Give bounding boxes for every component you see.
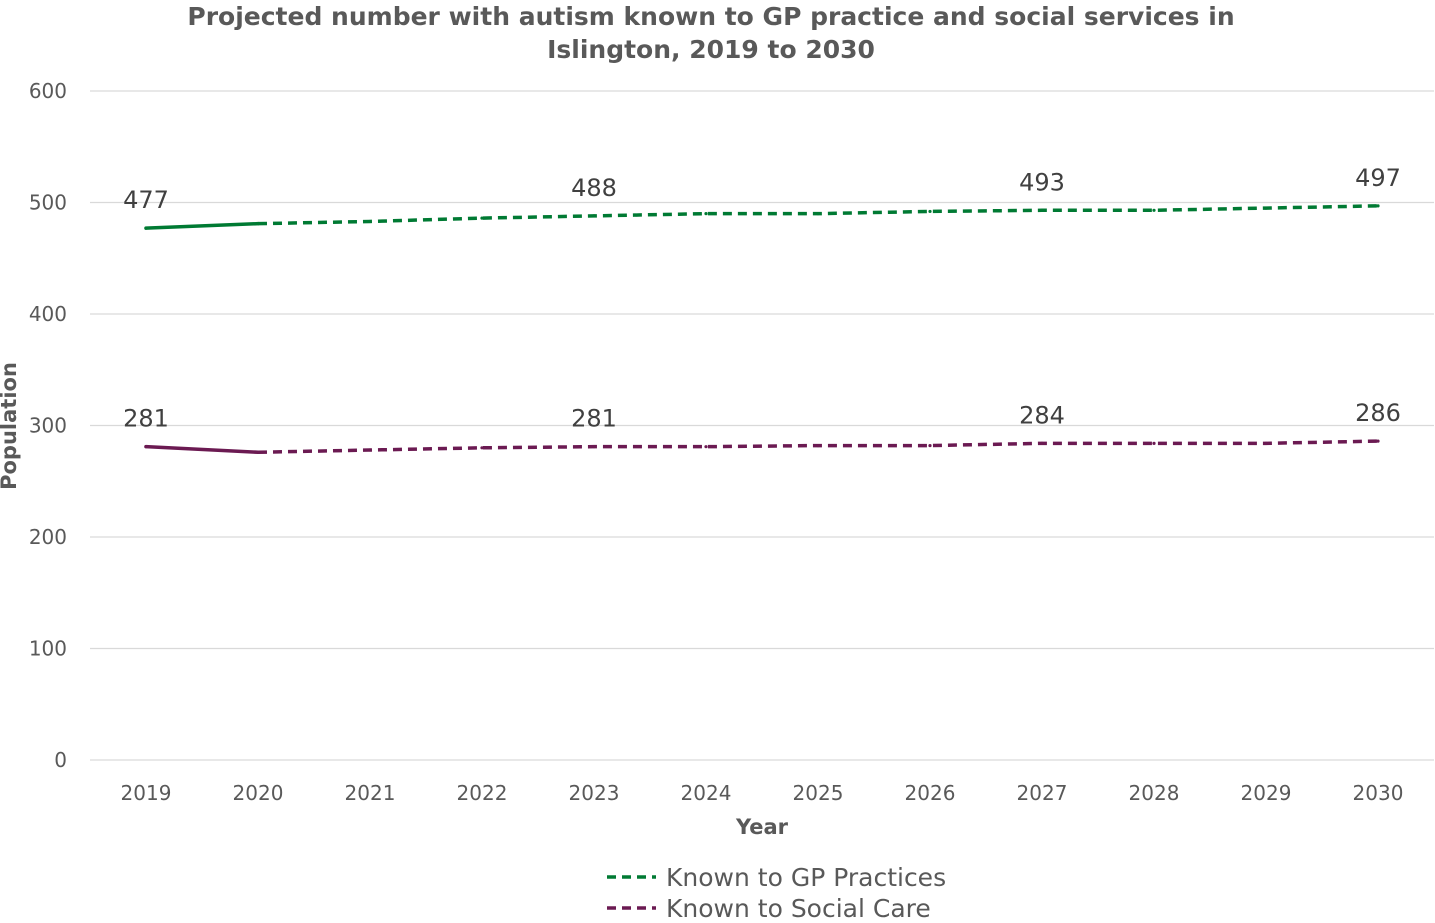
x-tick-label-2020: 2020 [233, 781, 284, 805]
chart-title: Projected number with autism known to GP… [187, 2, 1234, 64]
y-axis-ticks: 0 100 200 300 400 500 600 [29, 79, 67, 772]
data-label-known-to-social-care-2030: 286 [1355, 399, 1401, 427]
data-point-known-to-social-care-2025 [816, 443, 820, 448]
data-point-known-to-gp-practices-2029 [1264, 206, 1268, 210]
data-labels: 477 488 493 497 281 281 284 286 [123, 164, 1401, 433]
chart-title-line-1: Projected number with autism known to GP… [187, 2, 1234, 31]
y-tick-label-0: 0 [54, 748, 67, 772]
data-point-known-to-social-care-2030 [1376, 439, 1380, 443]
gridlines [90, 90, 1434, 761]
x-tick-label-2024: 2024 [681, 781, 732, 805]
data-point-known-to-gp-practices-2027 [1040, 208, 1044, 212]
x-axis-title: Year [735, 815, 789, 839]
series-line-actual-known-to-social-care [144, 444, 260, 455]
data-point-known-to-gp-practices-2022 [480, 216, 484, 220]
data-point-known-to-gp-practices-2019 [144, 226, 148, 230]
data-label-known-to-social-care-2019: 281 [123, 405, 169, 433]
data-label-known-to-gp-practices-2019: 477 [123, 186, 169, 214]
data-point-known-to-gp-practices-2030 [1376, 204, 1380, 208]
x-tick-label-2019: 2019 [121, 781, 172, 805]
data-point-known-to-social-care-2029 [1264, 441, 1268, 445]
x-tick-label-2026: 2026 [905, 781, 956, 805]
y-tick-label-500: 500 [29, 191, 67, 215]
data-point-known-to-gp-practices-2028 [1152, 208, 1156, 212]
data-label-known-to-social-care-2027: 284 [1019, 401, 1065, 429]
y-axis-title: Population [0, 362, 21, 490]
data-point-known-to-social-care-2022 [480, 446, 484, 450]
legend-label-known-to-gp-practices: Known to GP Practices [666, 863, 946, 892]
x-tick-label-2027: 2027 [1017, 781, 1068, 805]
x-tick-label-2029: 2029 [1241, 781, 1292, 805]
data-point-known-to-gp-practices-2021 [368, 219, 372, 224]
data-point-known-to-social-care-2024 [704, 445, 708, 449]
y-tick-label-400: 400 [29, 302, 67, 326]
series-lines [144, 204, 1380, 455]
y-tick-label-300: 300 [29, 414, 67, 438]
y-tick-label-600: 600 [29, 79, 67, 103]
data-label-known-to-gp-practices-2030: 497 [1355, 164, 1401, 192]
data-label-known-to-social-care-2023: 281 [571, 405, 617, 433]
x-tick-label-2023: 2023 [569, 781, 620, 805]
data-label-known-to-gp-practices-2023: 488 [571, 174, 617, 202]
x-axis-ticks: 2019 2020 2021 2022 2023 2024 2025 2026 2027 2028… [121, 781, 1404, 805]
x-tick-label-2021: 2021 [345, 781, 396, 805]
data-label-known-to-gp-practices-2027: 493 [1019, 168, 1065, 196]
x-tick-label-2028: 2028 [1129, 781, 1180, 805]
data-point-known-to-social-care-2020 [256, 450, 260, 454]
data-point-known-to-gp-practices-2020 [256, 222, 260, 226]
x-tick-label-2030: 2030 [1353, 781, 1404, 805]
data-point-known-to-gp-practices-2024 [704, 212, 708, 216]
data-point-known-to-gp-practices-2026 [928, 209, 932, 214]
y-tick-label-100: 100 [29, 637, 67, 661]
data-point-known-to-social-care-2023 [592, 445, 596, 449]
data-point-known-to-social-care-2021 [368, 448, 372, 452]
data-point-known-to-gp-practices-2025 [816, 212, 820, 216]
y-tick-label-200: 200 [29, 525, 67, 549]
data-point-known-to-social-care-2027 [1040, 441, 1044, 445]
data-point-known-to-gp-practices-2023 [592, 214, 596, 218]
data-point-known-to-social-care-2028 [1152, 441, 1156, 445]
x-tick-label-2022: 2022 [457, 781, 508, 805]
data-point-known-to-social-care-2019 [144, 445, 148, 449]
series-line-actual-known-to-gp-practices [144, 221, 260, 230]
legend-label-known-to-social-care: Known to Social Care [666, 894, 931, 923]
chart-title-line-2: Islington, 2019 to 2030 [547, 35, 875, 64]
x-tick-label-2025: 2025 [793, 781, 844, 805]
data-point-known-to-social-care-2026 [928, 443, 932, 448]
